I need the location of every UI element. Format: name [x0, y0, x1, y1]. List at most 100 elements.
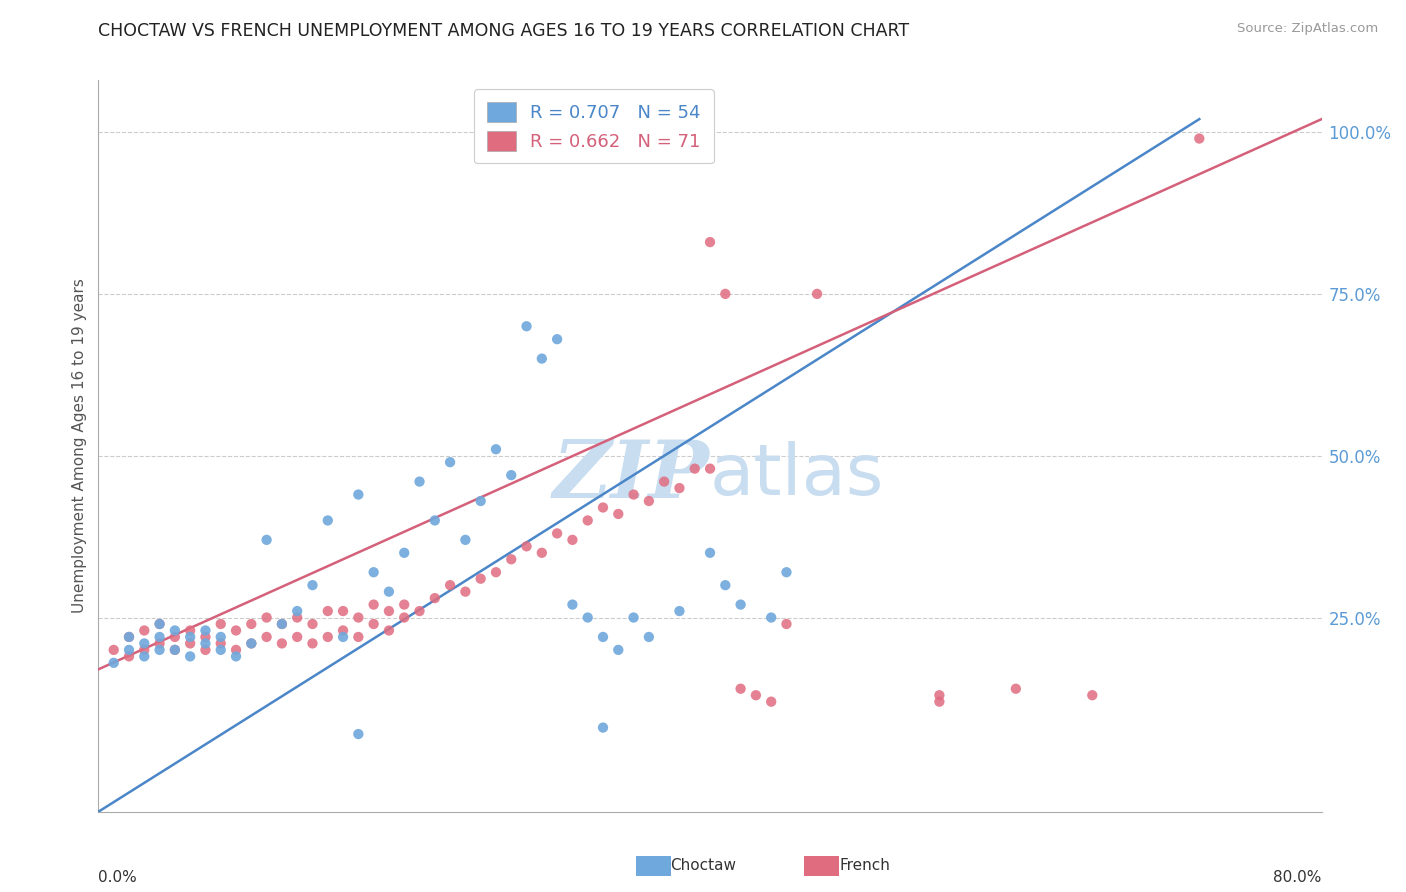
Point [301, 617, 323, 632]
Point [363, 617, 385, 632]
Point [179, 630, 201, 644]
Point [637, 494, 661, 508]
Point [607, 507, 630, 521]
Point [163, 643, 186, 657]
Point [730, 681, 752, 696]
Point [928, 688, 950, 702]
Point [256, 533, 278, 547]
Point [530, 546, 553, 560]
Point [179, 624, 201, 638]
Point [163, 643, 186, 657]
Text: 80.0%: 80.0% [1274, 870, 1322, 885]
Point [256, 630, 278, 644]
Point [714, 286, 737, 301]
Text: Source: ZipAtlas.com: Source: ZipAtlas.com [1237, 22, 1378, 36]
Text: French: French [839, 858, 890, 872]
Point [194, 636, 217, 650]
Point [332, 624, 354, 638]
Point [470, 572, 492, 586]
Point [1004, 681, 1026, 696]
Point [118, 649, 141, 664]
Point [607, 643, 630, 657]
Point [363, 598, 385, 612]
Point [134, 636, 156, 650]
Point [270, 617, 292, 632]
Point [240, 636, 263, 650]
Point [378, 604, 401, 618]
Point [301, 578, 323, 592]
Point [775, 566, 797, 580]
Point [149, 630, 172, 644]
Point [561, 598, 583, 612]
Point [332, 604, 354, 618]
Point [759, 695, 782, 709]
Point [637, 630, 661, 644]
Point [516, 319, 538, 334]
Point [194, 643, 217, 657]
Point [118, 643, 141, 657]
Point [699, 461, 721, 475]
Point [149, 643, 172, 657]
Point [546, 526, 568, 541]
Point [714, 578, 737, 592]
Point [225, 624, 247, 638]
Point [470, 494, 492, 508]
Point [347, 630, 370, 644]
Point [592, 500, 614, 515]
Point [501, 468, 523, 483]
Point [623, 610, 645, 624]
Point [485, 442, 508, 457]
Legend: R = 0.707   N = 54, R = 0.662   N = 71: R = 0.707 N = 54, R = 0.662 N = 71 [474, 89, 713, 163]
Point [209, 617, 232, 632]
Point [1188, 131, 1211, 145]
Text: Choctaw: Choctaw [671, 858, 735, 872]
Point [285, 630, 308, 644]
Point [423, 513, 446, 527]
Point [546, 138, 568, 153]
Point [439, 455, 461, 469]
Point [392, 598, 416, 612]
Point [592, 721, 614, 735]
Point [285, 604, 308, 618]
Point [408, 604, 430, 618]
Point [347, 487, 370, 501]
Point [209, 643, 232, 657]
Point [623, 487, 645, 501]
Point [516, 539, 538, 553]
Point [683, 461, 706, 475]
Point [103, 656, 125, 670]
Point [576, 513, 599, 527]
Point [699, 546, 721, 560]
Point [179, 649, 201, 664]
Point [806, 286, 828, 301]
Point [163, 624, 186, 638]
Point [118, 630, 141, 644]
Point [347, 610, 370, 624]
Point [270, 636, 292, 650]
Point [775, 617, 797, 632]
Point [316, 630, 339, 644]
Point [240, 617, 263, 632]
Point [118, 630, 141, 644]
Point [134, 624, 156, 638]
Point [163, 630, 186, 644]
Point [316, 604, 339, 618]
Point [194, 630, 217, 644]
Point [225, 649, 247, 664]
Point [1081, 688, 1104, 702]
Text: 0.0%: 0.0% [98, 870, 138, 885]
Point [576, 610, 599, 624]
Point [392, 610, 416, 624]
Point [759, 610, 782, 624]
Point [347, 727, 370, 741]
Point [699, 235, 721, 249]
Point [332, 630, 354, 644]
Point [730, 598, 752, 612]
Point [454, 533, 477, 547]
Text: atlas: atlas [710, 441, 884, 509]
Point [256, 610, 278, 624]
Point [179, 636, 201, 650]
Point [745, 688, 768, 702]
Point [316, 513, 339, 527]
Point [194, 624, 217, 638]
